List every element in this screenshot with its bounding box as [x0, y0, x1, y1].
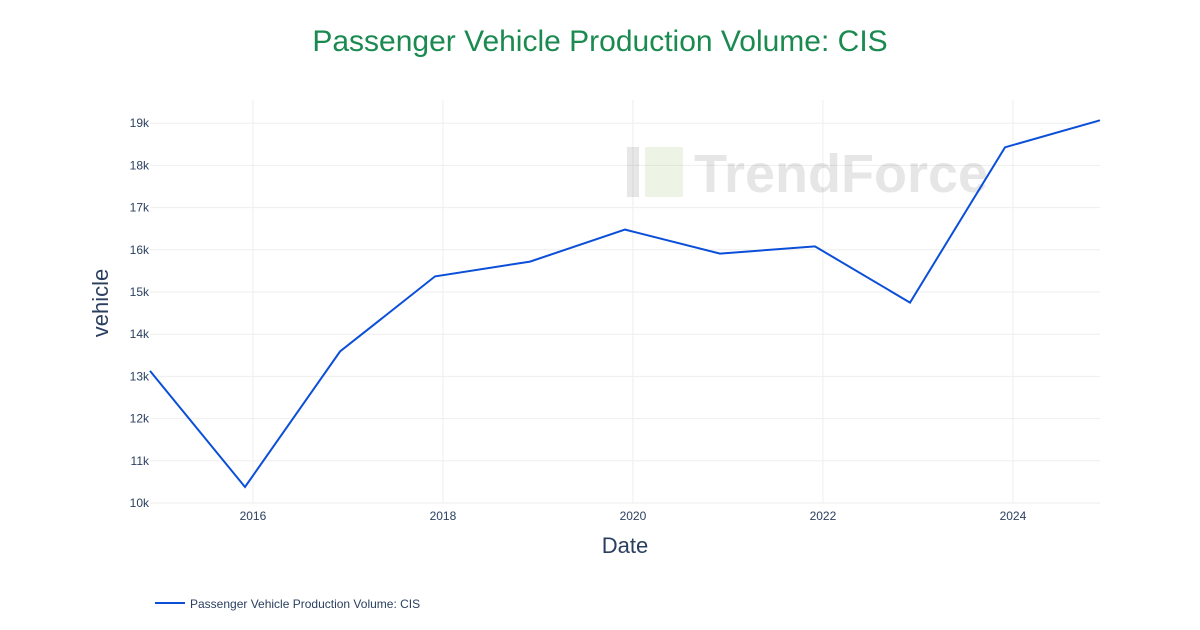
series-line — [149, 119, 1101, 489]
y-tick-label: 19k — [130, 116, 150, 130]
x-tick-label: 2016 — [240, 509, 267, 523]
y-tick-label: 13k — [130, 369, 150, 383]
y-tick-label: 18k — [130, 158, 150, 172]
svg-text:TrendForce: TrendForce — [694, 144, 988, 204]
data-point[interactable] — [527, 259, 533, 265]
x-tick-label: 2020 — [620, 509, 647, 523]
data-point[interactable] — [812, 243, 818, 249]
data-point[interactable] — [1097, 117, 1103, 123]
chart-title: Passenger Vehicle Production Volume: CIS — [312, 25, 887, 58]
data-point[interactable] — [337, 349, 343, 355]
y-axis-label: vehicle — [88, 269, 113, 337]
legend[interactable]: Passenger Vehicle Production Volume: CIS — [155, 597, 420, 611]
y-tick-label: 11k — [131, 454, 150, 468]
legend-label: Passenger Vehicle Production Volume: CIS — [190, 597, 420, 611]
x-tick-label: 2018 — [430, 509, 457, 523]
data-point[interactable] — [242, 484, 248, 490]
y-tick-label: 15k — [130, 285, 150, 299]
data-point[interactable] — [717, 251, 723, 257]
x-axis-label: Date — [602, 533, 648, 558]
data-point[interactable] — [1002, 144, 1008, 150]
y-tick-label: 12k — [130, 412, 150, 426]
grid — [150, 100, 1100, 504]
x-tick-label: 2024 — [1000, 509, 1027, 523]
y-tick-label: 14k — [130, 327, 150, 341]
y-tick-label: 16k — [130, 243, 150, 257]
x-tick-label: 2022 — [810, 509, 837, 523]
y-tick-label: 17k — [130, 201, 150, 215]
data-point[interactable] — [147, 368, 153, 374]
watermark: TrendForce — [627, 144, 988, 204]
data-point[interactable] — [907, 300, 913, 306]
y-tick-label: 10k — [130, 496, 150, 510]
data-point[interactable] — [622, 227, 628, 233]
data-point[interactable] — [432, 273, 438, 279]
